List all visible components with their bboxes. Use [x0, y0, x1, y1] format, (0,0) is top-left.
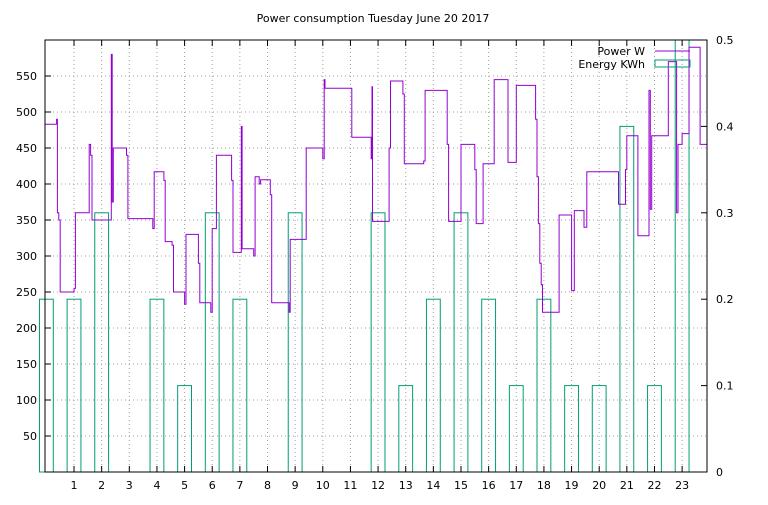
energy-bar — [481, 298, 497, 473]
chart-title: Power consumption Tuesday June 20 2017 — [257, 12, 490, 25]
x-tick-label: 14 — [426, 479, 440, 492]
y2-tick-label: 0 — [716, 466, 723, 479]
x-tick-label: 15 — [454, 479, 468, 492]
x-tick-label: 3 — [126, 479, 133, 492]
power-series — [45, 46, 708, 313]
x-tick-label: 11 — [343, 479, 357, 492]
energy-bar — [370, 212, 386, 473]
x-tick-label: 19 — [565, 479, 579, 492]
energy-bar — [536, 298, 552, 473]
y-tick-label: 500 — [16, 106, 37, 119]
x-tick-label: 20 — [592, 479, 606, 492]
grid — [45, 40, 707, 472]
x-tick-label: 4 — [153, 479, 160, 492]
x-tick-label: 1 — [71, 479, 78, 492]
power-line — [45, 46, 708, 313]
y-tick-label: 50 — [23, 430, 37, 443]
energy-bar — [66, 298, 82, 473]
x-tick-label: 2 — [98, 479, 105, 492]
legend: Power W Energy KWh — [578, 45, 691, 71]
x-tick-label: 16 — [482, 479, 496, 492]
y-tick-label: 550 — [16, 70, 37, 83]
x-tick-label: 5 — [181, 479, 188, 492]
y2-tick-label: 0.2 — [716, 293, 734, 306]
x-tick-label: 10 — [316, 479, 330, 492]
x-tick-label: 23 — [675, 479, 689, 492]
x-tick-label: 7 — [236, 479, 243, 492]
x-tick-label: 6 — [209, 479, 216, 492]
y-tick-label: 250 — [16, 286, 37, 299]
plot-frame — [44, 39, 708, 473]
y-tick-label: 400 — [16, 178, 37, 191]
y-tick-label: 150 — [16, 358, 37, 371]
energy-bar — [38, 298, 54, 473]
y2-tick-label: 0.5 — [716, 34, 734, 47]
energy-bar — [453, 212, 469, 473]
x-tick-label: 9 — [292, 479, 299, 492]
y-tick-label: 450 — [16, 142, 37, 155]
x-tick-label: 17 — [509, 479, 523, 492]
energy-bar — [232, 298, 248, 473]
x-tick-label: 18 — [537, 479, 551, 492]
x-tick-label: 22 — [647, 479, 661, 492]
y2-tick-label: 0.4 — [716, 120, 734, 133]
legend-label-energy: Energy KWh — [578, 58, 645, 71]
y-tick-label: 100 — [16, 394, 37, 407]
energy-series — [38, 39, 690, 473]
x-tick-label: 13 — [399, 479, 413, 492]
y2-tick-label: 0.3 — [716, 207, 734, 220]
energy-bar — [149, 298, 165, 473]
legend-swatch-energy — [654, 59, 691, 68]
x-tick-label: 21 — [620, 479, 634, 492]
y-tick-label: 300 — [16, 250, 37, 263]
legend-label-power: Power W — [597, 45, 645, 58]
y-tick-label: 200 — [16, 322, 37, 335]
y2-tick-label: 0.1 — [716, 380, 734, 393]
x-tick-label: 8 — [264, 479, 271, 492]
energy-bar — [425, 298, 441, 473]
x-tick-label: 12 — [371, 479, 385, 492]
y-tick-label: 350 — [16, 214, 37, 227]
axes: 1 2 3 4 5 6 7 8 9 10 11 12 13 14 15 16 17 18 19 20 21 22 23501… — [16, 34, 734, 492]
energy-bar — [94, 212, 110, 473]
